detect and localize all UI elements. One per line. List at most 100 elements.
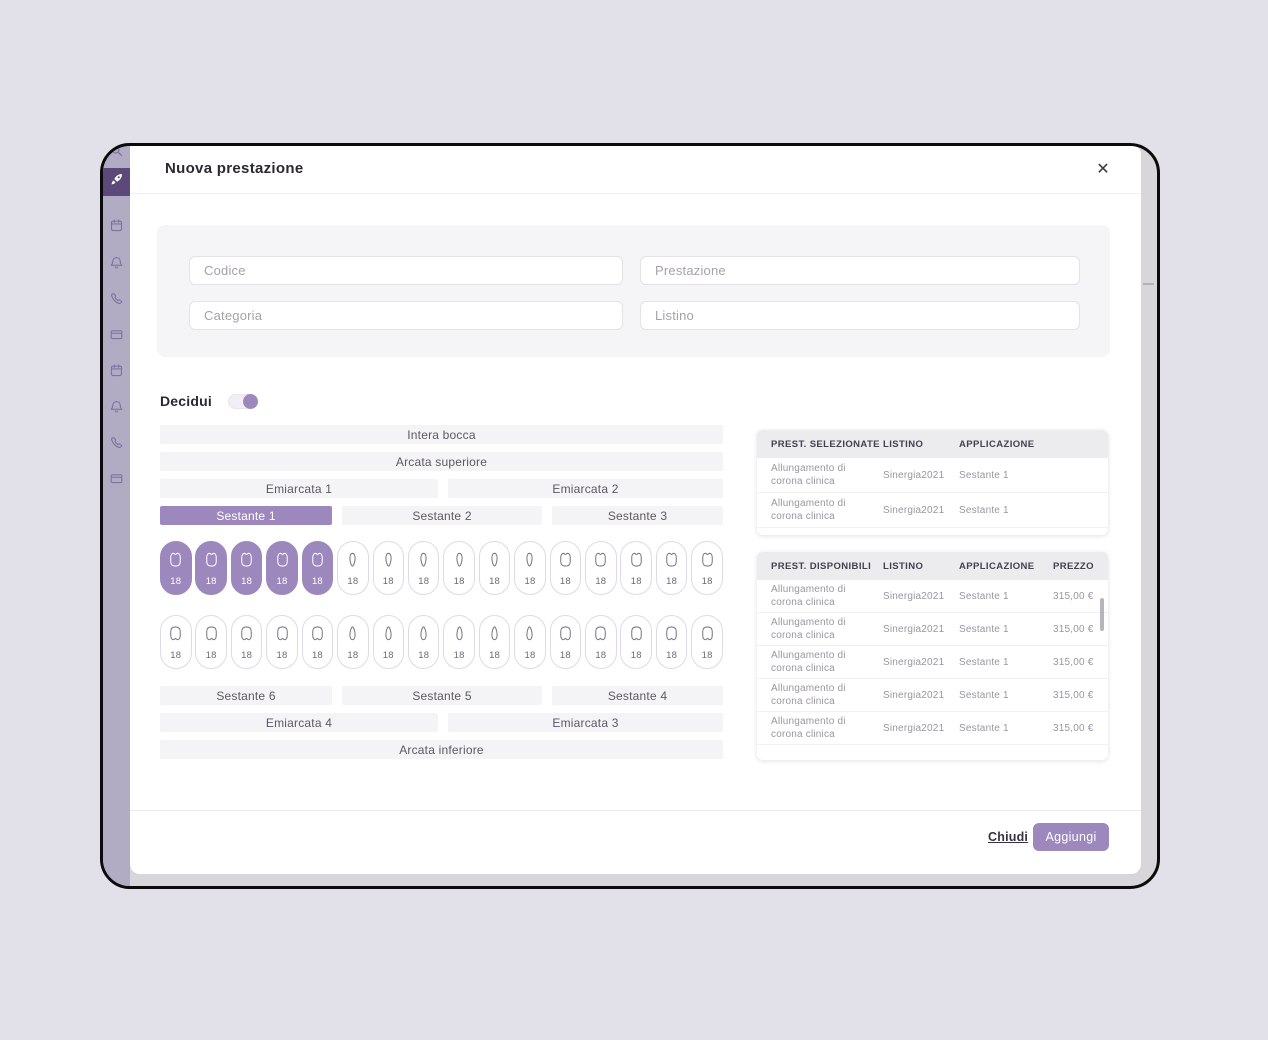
sidebar-item-phone[interactable] [109,291,124,306]
bar-emiarcata-3[interactable]: Emiarcata 3 [448,713,723,732]
tooth-icon [595,552,607,567]
tooth-18[interactable]: 18 [514,541,546,595]
cell-prestazione: Allungamento di corona clinica [771,716,846,740]
chiudi-button[interactable]: Chiudi [988,830,1029,844]
prestazione-field[interactable] [640,256,1080,285]
tooth-18[interactable]: 18 [655,615,688,669]
tooth-icon [595,626,607,641]
tooth-18[interactable]: 18 [585,615,617,669]
tooth-number: 18 [666,576,678,587]
tooth-18[interactable]: 18 [655,541,688,595]
tooth-18[interactable]: 18 [691,615,723,669]
cell-applicazione: Sestante 1 [959,590,1009,602]
table-row[interactable]: Allungamento di corona clinica Sinergia20… [757,493,1108,528]
tooth-18[interactable]: 18 [230,615,263,669]
tooth-18-selected[interactable]: 18 [301,541,334,595]
background-page-divider [1143,283,1154,285]
table-row[interactable]: Allungamento di corona clinica Sinergia20… [757,712,1108,745]
bar-arcata-superiore[interactable]: Arcata superiore [160,452,723,471]
tooth-number: 18 [311,650,323,661]
close-icon[interactable]: ✕ [1096,161,1110,178]
tooth-18[interactable]: 18 [549,615,582,669]
tooth-18[interactable]: 18 [195,615,227,669]
cell-listino: Sinergia2021 [883,623,945,635]
col-listino: LISTINO [883,560,924,572]
tooth-18[interactable]: 18 [337,541,369,595]
tooth-18[interactable]: 18 [407,615,440,669]
search-icon [109,146,124,158]
tooth-18[interactable]: 18 [620,541,652,595]
selected-services-table: PREST. SELEZIONATE LISTINO APPLICAZIONE … [757,430,1108,535]
decidui-toggle[interactable] [228,394,258,409]
col-prezzo: PREZZO [1053,560,1094,572]
tooth-18[interactable]: 18 [620,615,652,669]
tooth-18[interactable]: 18 [372,541,405,595]
codice-field[interactable] [189,256,623,285]
tooth-18[interactable]: 18 [443,615,475,669]
table-row[interactable]: Allungamento di corona clinica Sinergia20… [757,613,1108,646]
tooth-18[interactable]: 18 [372,615,405,669]
tooth-18[interactable]: 18 [443,541,475,595]
sidebar-item-credit-card[interactable] [109,471,124,486]
bar-intera-bocca[interactable]: Intera bocca [160,425,723,444]
cell-listino: Sinergia2021 [883,590,945,602]
tooth-icon [701,626,713,641]
bar-sestante-2[interactable]: Sestante 2 [342,506,542,525]
tooth-icon [491,552,498,567]
sidebar-item-bell[interactable] [109,399,124,414]
bar-sestante-4[interactable]: Sestante 4 [552,686,723,705]
sidebar-item-bell[interactable] [109,255,124,270]
table-row[interactable]: Allungamento di corona clinica Sinergia20… [757,646,1108,679]
sidebar-item-calendar[interactable] [109,218,124,233]
bar-emiarcata-1[interactable]: Emiarcata 1 [160,479,438,498]
tooth-18[interactable]: 18 [478,541,511,595]
listino-field[interactable] [640,301,1080,330]
sidebar-item-credit-card[interactable] [109,327,124,342]
sidebar-item-phone[interactable] [109,435,124,450]
categoria-field[interactable] [189,301,623,330]
aggiungi-button[interactable]: Aggiungi [1033,823,1109,851]
tooth-18[interactable]: 18 [266,615,298,669]
bar-sestante-3[interactable]: Sestante 3 [552,506,723,525]
sidebar-item-rocket[interactable] [103,168,130,196]
table-row[interactable]: Allungamento di corona clinica Sinergia20… [757,679,1108,712]
bar-emiarcata-2[interactable]: Emiarcata 2 [448,479,723,498]
tooth-number: 18 [630,650,642,661]
tooth-18[interactable]: 18 [585,541,617,595]
col-prest-disponibili: PREST. DISPONIBILI [771,560,872,572]
tooth-18-selected[interactable]: 18 [160,541,192,595]
tooth-icon [701,552,713,567]
bar-sestante-6[interactable]: Sestante 6 [160,686,332,705]
table-row[interactable]: Allungamento di corona clinica Sinergia20… [757,458,1108,493]
bell-icon [109,399,124,414]
tooth-18-selected[interactable]: 18 [195,541,227,595]
tooth-icon [455,626,463,641]
tooth-18-selected[interactable]: 18 [230,541,263,595]
tooth-number: 18 [595,650,607,661]
tooth-number: 18 [241,650,253,661]
tooth-icon [526,626,534,641]
bar-arcata-inferiore[interactable]: Arcata inferiore [160,740,723,759]
tooth-18[interactable]: 18 [301,615,334,669]
tooth-18[interactable]: 18 [337,615,369,669]
tooth-18[interactable]: 18 [549,541,582,595]
col-applicazione: APPLICAZIONE [959,438,1035,450]
bar-sestante-1[interactable]: Sestante 1 [160,506,332,525]
tooth-18[interactable]: 18 [407,541,440,595]
tooth-icon [455,552,463,567]
app-window: Nuova prestazione ✕ Decidui Intera bocca… [100,143,1160,889]
sidebar-item-calendar[interactable] [109,363,124,378]
tooth-18[interactable]: 18 [478,615,511,669]
table-row[interactable]: Allungamento di corona clinica Sinergia20… [757,580,1108,613]
bar-emiarcata-4[interactable]: Emiarcata 4 [160,713,438,732]
calendar-icon [109,218,124,233]
tooth-number: 18 [276,576,288,587]
tooth-number: 18 [524,576,536,587]
tooth-18-selected[interactable]: 18 [266,541,298,595]
scrollbar-thumb[interactable] [1100,598,1104,631]
tooth-18[interactable]: 18 [514,615,546,669]
sidebar-item-search[interactable] [109,146,124,158]
tooth-18[interactable]: 18 [691,541,723,595]
tooth-18[interactable]: 18 [160,615,192,669]
bar-sestante-5[interactable]: Sestante 5 [342,686,542,705]
